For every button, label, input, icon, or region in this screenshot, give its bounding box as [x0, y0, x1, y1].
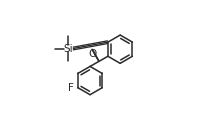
Text: O: O	[88, 49, 97, 59]
Text: Si: Si	[63, 44, 72, 54]
Text: F: F	[68, 83, 74, 93]
